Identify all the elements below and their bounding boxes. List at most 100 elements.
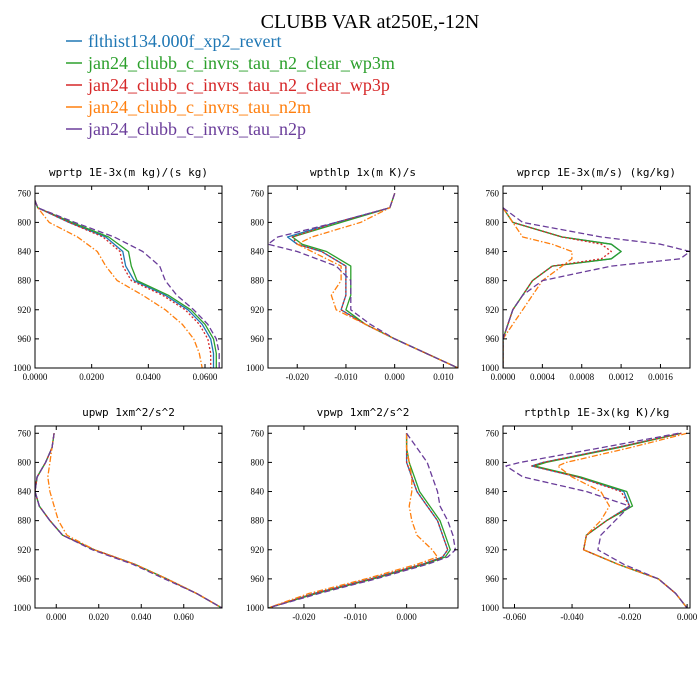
- series-line: [503, 207, 622, 368]
- y-tick-label: 800: [486, 217, 500, 227]
- series-line: [296, 193, 458, 368]
- panel-title: wprcp 1E-3x(m/s) (kg/kg): [517, 166, 676, 179]
- panel: upwp 1xm^2/s^2 760 800 840 880 920 960 1000 0.00…: [13, 406, 223, 622]
- y-tick-label: 760: [486, 428, 500, 438]
- series-line: [503, 207, 612, 368]
- x-tick-label: 0.000: [46, 612, 67, 622]
- x-tick-label: 0.0200: [79, 372, 104, 382]
- panel: wprcp 1E-3x(m/s) (kg/kg) 760 800 840 880 920 9…: [481, 166, 691, 382]
- series-line: [35, 200, 212, 368]
- x-tick-label: -0.020: [292, 612, 316, 622]
- panel: vpwp 1xm^2/s^2 760 800 840 880 920 960 1000 -0.0…: [246, 406, 459, 622]
- y-tick-label: 960: [486, 574, 500, 584]
- x-tick-label: 0.000: [397, 612, 418, 622]
- series-line: [35, 200, 217, 368]
- x-tick-label: 0.0004: [530, 372, 555, 382]
- y-tick-label: 920: [486, 545, 500, 555]
- panel-frame: [34, 185, 223, 369]
- y-tick-label: 880: [251, 276, 265, 286]
- y-tick-label: 800: [486, 457, 500, 467]
- series-line: [291, 193, 458, 368]
- y-tick-label: 920: [18, 305, 32, 315]
- series-line: [268, 432, 457, 608]
- y-tick-label: 920: [251, 545, 265, 555]
- y-tick-label: 880: [251, 516, 265, 526]
- legend-entry: jan24_clubb_c_invrs_tau_n2p: [87, 119, 306, 139]
- y-tick-label: 960: [251, 574, 265, 584]
- y-tick-label: 800: [18, 217, 32, 227]
- series-line: [557, 432, 688, 608]
- x-tick-label: 0.000: [677, 612, 698, 622]
- series-line: [35, 200, 215, 368]
- x-tick-label: -0.060: [503, 612, 527, 622]
- y-tick-label: 880: [18, 516, 32, 526]
- y-tick-label: 1000: [13, 363, 32, 373]
- panel-title: upwp 1xm^2/s^2: [82, 406, 175, 419]
- series-line: [268, 433, 439, 608]
- panel-title: wprtp 1E-3x(m kg)/(s kg): [49, 166, 208, 179]
- x-tick-label: 0.040: [131, 612, 152, 622]
- panel-frame: [34, 425, 223, 609]
- panel-frame: [502, 425, 691, 609]
- y-tick-label: 840: [251, 247, 265, 257]
- series-line: [35, 433, 222, 608]
- y-tick-label: 960: [18, 574, 32, 584]
- y-tick-label: 800: [251, 217, 265, 227]
- y-tick-label: 1000: [481, 603, 500, 613]
- legend: flthist134.000f_xp2_revertjan24_clubb_c_…: [66, 31, 395, 139]
- x-tick-label: 0.0600: [193, 372, 218, 382]
- x-tick-label: -0.020: [286, 372, 310, 382]
- panel-title: rtpthlp 1E-3x(kg K)/kg: [524, 406, 670, 419]
- x-tick-label: 0.0000: [23, 372, 48, 382]
- legend-entry: jan24_clubb_c_invrs_tau_n2_clear_wp3p: [87, 75, 390, 95]
- y-tick-label: 960: [251, 334, 265, 344]
- y-tick-label: 760: [18, 428, 32, 438]
- series-line: [268, 433, 449, 608]
- panel: rtpthlp 1E-3x(kg K)/kg 760 800 840 880 920 960…: [481, 406, 698, 622]
- x-tick-label: 0.060: [174, 612, 195, 622]
- y-tick-label: 840: [486, 487, 500, 497]
- y-tick-label: 760: [486, 188, 500, 198]
- x-tick-label: 0.000: [385, 372, 406, 382]
- y-tick-label: 920: [486, 305, 500, 315]
- x-tick-label: 0.0016: [648, 372, 673, 382]
- y-tick-label: 1000: [246, 363, 265, 373]
- y-tick-label: 800: [18, 457, 32, 467]
- y-tick-label: 1000: [13, 603, 32, 613]
- series-line: [286, 193, 458, 368]
- legend-entry: jan24_clubb_c_invrs_tau_n2m: [87, 97, 311, 117]
- y-tick-label: 1000: [481, 363, 500, 373]
- panel-frame: [267, 425, 459, 609]
- y-tick-label: 760: [18, 188, 32, 198]
- x-tick-label: 0.0012: [609, 372, 634, 382]
- series-line: [291, 193, 458, 368]
- x-tick-label: -0.020: [618, 612, 642, 622]
- series-line: [268, 433, 449, 608]
- legend-entry: flthist134.000f_xp2_revert: [88, 31, 281, 51]
- y-tick-label: 840: [251, 487, 265, 497]
- legend-entry: jan24_clubb_c_invrs_tau_n2_clear_wp3m: [87, 53, 395, 73]
- x-tick-label: 0.0400: [136, 372, 161, 382]
- x-tick-label: -0.010: [334, 372, 358, 382]
- panel-title: wpthlp 1x(m K)/s: [310, 166, 416, 179]
- x-tick-label: 0.010: [433, 372, 454, 382]
- y-tick-label: 840: [18, 247, 32, 257]
- series-line: [533, 432, 688, 608]
- panel: wprtp 1E-3x(m kg)/(s kg) 760 800 840 880 920 9…: [13, 166, 223, 382]
- y-tick-label: 840: [486, 247, 500, 257]
- figure-title: CLUBB VAR at250E,-12N: [261, 11, 480, 33]
- panel: wpthlp 1x(m K)/s 760 800 840 880 920 960 1000 -0…: [246, 166, 459, 382]
- y-tick-label: 960: [486, 334, 500, 344]
- y-tick-label: 880: [486, 516, 500, 526]
- y-tick-label: 920: [18, 545, 32, 555]
- y-tick-label: 760: [251, 428, 265, 438]
- panel-title: vpwp 1xm^2/s^2: [317, 406, 410, 419]
- y-tick-label: 880: [486, 276, 500, 286]
- y-tick-label: 800: [251, 457, 265, 467]
- y-tick-label: 840: [18, 487, 32, 497]
- series-line: [505, 432, 688, 608]
- series-line: [35, 200, 220, 368]
- panel-frame: [267, 185, 459, 369]
- panel-frame: [502, 185, 691, 369]
